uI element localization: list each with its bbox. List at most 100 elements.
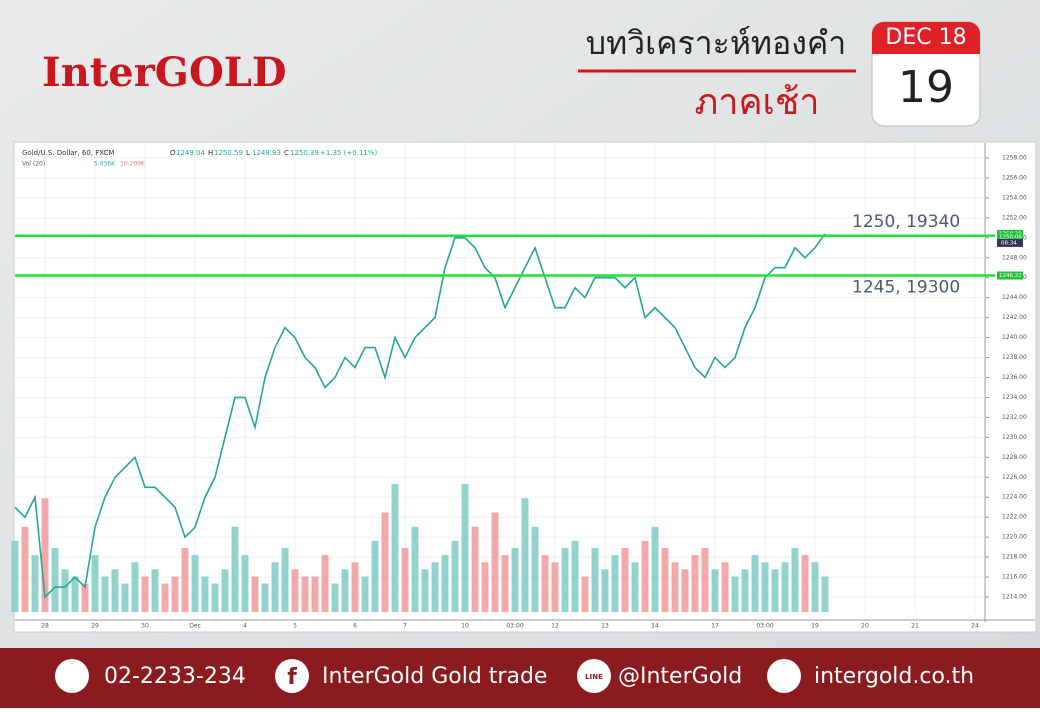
ohlc-key: C xyxy=(284,149,289,157)
volume-bar xyxy=(291,569,299,612)
volume-bar xyxy=(271,562,279,612)
volume-bar xyxy=(581,576,589,612)
volume-bar xyxy=(731,576,739,612)
volume-bar xyxy=(741,569,749,612)
price-line xyxy=(14,233,826,599)
countdown: 08:34 xyxy=(1001,240,1017,246)
legend-title: Gold/U.S. Dollar, 60, FXCM xyxy=(22,149,114,157)
ohlc-key: O xyxy=(170,149,176,157)
line-icon xyxy=(577,659,611,693)
volume-bar xyxy=(651,526,659,612)
x-tick-label: 03:00 xyxy=(756,623,773,630)
volume-bar xyxy=(541,555,549,612)
y-tick-label: 1226.00 xyxy=(1002,474,1027,481)
volume-bar xyxy=(81,583,89,612)
y-tick-label: 1228.00 xyxy=(1002,454,1027,461)
volume-bar xyxy=(711,569,719,612)
volume-bar xyxy=(381,512,389,612)
y-tick-label: 1218.00 xyxy=(1002,554,1027,561)
volume-bar xyxy=(101,576,109,612)
website: intergold.co.th xyxy=(814,664,974,689)
x-tick-label: 17 xyxy=(711,623,719,630)
volume-bar xyxy=(361,576,369,612)
volume-bar xyxy=(251,576,259,612)
y-tick-label: 1258.00 xyxy=(1002,154,1027,161)
ohlc-value: 1250.59 xyxy=(214,149,243,157)
volume-bar xyxy=(231,526,239,612)
volume-bar xyxy=(351,562,359,612)
volume-bar xyxy=(391,484,399,612)
volume-bar xyxy=(301,576,309,612)
volume-bar xyxy=(531,526,539,612)
y-tick-label: 1244.00 xyxy=(1002,294,1027,301)
x-tick-label: 12 xyxy=(551,623,559,630)
y-tick-label: 1248.00 xyxy=(1002,254,1027,261)
phone-icon xyxy=(55,659,89,693)
change: +1.35 (+0.11%) xyxy=(320,149,378,157)
x-tick-label: 10 xyxy=(461,623,469,630)
price-tag xyxy=(997,233,1023,242)
volume-bar xyxy=(41,498,49,612)
y-tick-label: 1236.00 xyxy=(1002,374,1027,381)
subtitle: ภาคเช้า xyxy=(695,82,820,123)
volume-bar xyxy=(191,555,199,612)
volume-bar xyxy=(281,548,289,612)
line-glyph: LINE xyxy=(585,673,603,681)
y-tick-label: 1224.00 xyxy=(1002,494,1027,501)
volume-bar xyxy=(691,555,699,612)
volume-bar xyxy=(201,576,209,612)
volume-bar xyxy=(161,583,169,612)
ohlc-key: L xyxy=(246,149,250,157)
facebook-glyph: f xyxy=(287,665,297,690)
y-tick-label: 1222.00 xyxy=(1002,514,1027,521)
ohlc-value: 1249.04 xyxy=(176,149,205,157)
x-tick-label: 19 xyxy=(811,623,819,630)
volume-bar xyxy=(461,484,469,612)
x-tick-label: 30 xyxy=(141,623,149,630)
volume-bar xyxy=(661,548,669,612)
x-tick-label: 6 xyxy=(353,623,357,630)
volume-bar xyxy=(821,576,829,612)
y-tick-label: 1234.00 xyxy=(1002,394,1027,401)
countdown-tag xyxy=(997,238,1023,247)
volume-bar xyxy=(601,569,609,612)
x-tick-label: 4 xyxy=(243,623,247,630)
volume-bar xyxy=(501,555,509,612)
volume-bar xyxy=(221,569,229,612)
volume-bar xyxy=(571,540,579,612)
y-tick-label: 1252.00 xyxy=(1002,214,1027,221)
y-tick-label: 1232.00 xyxy=(1002,414,1027,421)
price-tag-label: 1246.22 xyxy=(999,273,1022,279)
volume-bar xyxy=(211,583,219,612)
line-account: @InterGold xyxy=(618,664,742,689)
volume-bar xyxy=(431,562,439,612)
volume-bar xyxy=(621,548,629,612)
y-tick-label: 1240.00 xyxy=(1002,334,1027,341)
ohlc-key: H xyxy=(208,149,213,157)
volume-bar xyxy=(441,555,449,612)
volume-bar xyxy=(71,576,79,612)
volume-bar xyxy=(751,555,759,612)
x-tick-label: Dec xyxy=(189,623,201,630)
price-tag-label: 1250.06 xyxy=(999,235,1022,241)
ohlc-value: 1248.93 xyxy=(252,149,281,157)
y-tick-label: 1230.00 xyxy=(1002,434,1027,441)
facebook: InterGold Gold trade xyxy=(322,664,547,689)
volume-bar xyxy=(471,526,479,612)
volume-bar xyxy=(131,562,139,612)
volume-bar xyxy=(721,562,729,612)
volume-readout: 5.036K xyxy=(94,161,116,168)
volume-bar xyxy=(31,555,39,612)
x-tick-label: 7 xyxy=(403,623,407,630)
volume-bar xyxy=(761,562,769,612)
globe-icon xyxy=(767,659,801,693)
calendar-month: DEC 18 xyxy=(885,25,966,50)
volume-bar xyxy=(171,576,179,612)
x-tick-label: 14 xyxy=(651,623,659,630)
volume-bar xyxy=(811,562,819,612)
volume-bar xyxy=(341,569,349,612)
volume-bar xyxy=(771,569,779,612)
volume-bar xyxy=(671,562,679,612)
volume-legend: Vol (20) xyxy=(22,161,45,168)
